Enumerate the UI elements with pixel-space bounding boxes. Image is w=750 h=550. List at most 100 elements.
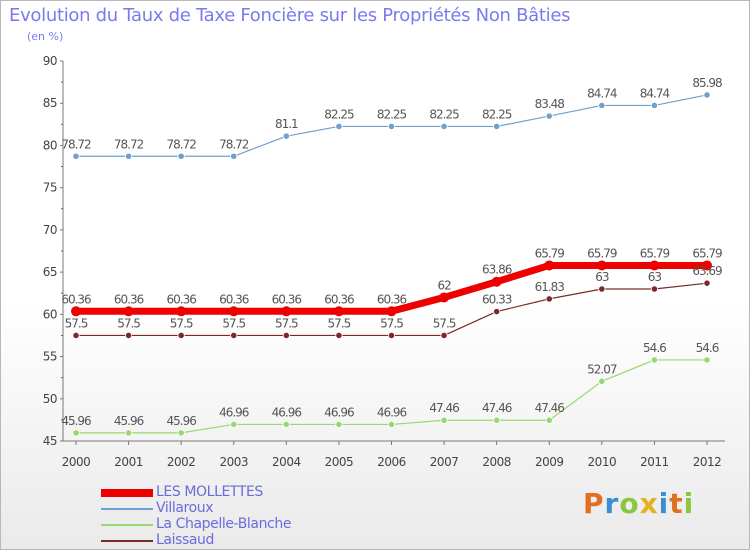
data-point-villaroux	[230, 152, 238, 160]
y-tick-label-70: 70	[43, 223, 57, 237]
data-point-la-chapelle-blanche	[440, 416, 448, 424]
data-point-les-mollettes	[228, 306, 239, 317]
data-point-les-mollettes	[281, 306, 292, 317]
data-label-laissaud: 57.5	[380, 316, 403, 330]
data-point-la-chapelle-blanche	[703, 356, 711, 364]
data-label-villaroux: 82.25	[482, 107, 512, 121]
data-point-laissaud	[230, 331, 238, 340]
x-tick-label-2006: 2006	[377, 455, 406, 469]
data-label-les-mollettes: 60.36	[377, 292, 407, 306]
data-label-la-chapelle-blanche: 46.96	[272, 405, 302, 419]
data-label-villaroux: 78.72	[219, 137, 249, 151]
legend-swatch-villaroux	[101, 508, 153, 510]
data-label-laissaud: 63	[648, 270, 662, 284]
data-label-villaroux: 84.74	[640, 86, 670, 100]
data-point-les-mollettes	[123, 306, 134, 317]
data-label-les-mollettes: 60.36	[219, 292, 249, 306]
data-label-laissaud: 63	[595, 270, 609, 284]
data-label-les-mollettes: 60.36	[61, 292, 91, 306]
data-point-laissaud	[598, 285, 606, 293]
x-tick-label-2001: 2001	[114, 455, 143, 469]
data-label-la-chapelle-blanche: 47.46	[535, 401, 565, 415]
y-tick-label-75: 75	[43, 181, 57, 195]
data-label-la-chapelle-blanche: 52.07	[587, 362, 617, 376]
x-tick-label-2011: 2011	[640, 455, 669, 469]
data-point-villaroux	[72, 152, 80, 160]
x-tick-label-2002: 2002	[167, 455, 196, 469]
series-laissaud	[72, 279, 711, 340]
data-label-les-mollettes: 60.36	[114, 292, 144, 306]
series-les-mollettes	[71, 260, 712, 317]
data-label-les-mollettes: 60.36	[166, 292, 196, 306]
chart-title: Evolution du Taux de Taxe Foncière sur l…	[9, 5, 571, 26]
data-label-les-mollettes: 65.79	[587, 246, 617, 260]
data-label-laissaud: 60.33	[482, 293, 512, 307]
series-la-chapelle-blanche	[72, 356, 711, 437]
line-chart: 45 50 55 60 65 70 75 80 85 90 2000 2001 2002 2003 2004…	[43, 54, 725, 469]
data-point-les-mollettes	[544, 260, 555, 271]
data-label-la-chapelle-blanche: 46.96	[377, 405, 407, 419]
legend-swatch-les-mollettes	[101, 489, 153, 497]
data-label-les-mollettes: 65.79	[535, 246, 565, 260]
x-tick-label-2007: 2007	[430, 455, 459, 469]
data-label-laissaud: 57.5	[65, 316, 88, 330]
data-point-laissaud	[545, 295, 553, 303]
data-point-la-chapelle-blanche	[335, 420, 343, 429]
legend-swatch-laissaud	[101, 540, 153, 542]
data-label-la-chapelle-blanche: 45.96	[114, 414, 144, 428]
data-label-villaroux: 85.98	[692, 76, 722, 90]
legend-swatch-la-chapelle-blanche	[101, 524, 153, 526]
data-label-les-mollettes: 65.79	[640, 246, 670, 260]
data-label-villaroux: 84.74	[587, 86, 617, 100]
legend-label-les-mollettes: LES MOLLETTES	[156, 484, 263, 500]
data-label-les-mollettes: 62	[437, 278, 451, 292]
data-point-les-mollettes	[491, 276, 502, 287]
legend-item-laissaud: Laissaud	[101, 532, 361, 549]
data-point-laissaud	[650, 285, 659, 293]
data-label-la-chapelle-blanche: 47.46	[482, 401, 512, 415]
data-point-villaroux	[493, 122, 501, 131]
legend-item-la-chapelle-blanche: La Chapelle-Blanche	[101, 516, 361, 533]
x-tick-label-2009: 2009	[535, 455, 564, 469]
data-point-villaroux	[598, 101, 606, 110]
y-tick-label-50: 50	[43, 392, 57, 406]
data-point-laissaud	[177, 331, 185, 340]
data-point-villaroux	[440, 122, 448, 131]
x-tick-label-2000: 2000	[62, 455, 91, 469]
data-point-la-chapelle-blanche	[650, 356, 659, 364]
data-point-laissaud	[493, 307, 501, 316]
data-point-villaroux	[387, 122, 396, 131]
x-tick-label-2005: 2005	[325, 455, 354, 469]
x-tick-label-2004: 2004	[272, 455, 301, 469]
legend-item-villaroux: Villaroux	[101, 500, 361, 517]
proxiti-logo: Proxiti	[583, 487, 695, 520]
data-point-laissaud	[440, 331, 448, 340]
data-point-les-mollettes	[439, 292, 450, 303]
data-point-villaroux	[650, 101, 659, 110]
data-point-les-mollettes	[333, 306, 344, 317]
data-label-la-chapelle-blanche: 45.96	[166, 414, 196, 428]
data-point-la-chapelle-blanche	[282, 420, 290, 429]
data-point-les-mollettes	[702, 260, 712, 271]
data-label-laissaud: 57.5	[328, 316, 351, 330]
data-label-villaroux: 82.25	[429, 107, 459, 121]
data-label-villaroux: 82.25	[324, 107, 354, 121]
units-label: (en %)	[27, 30, 64, 43]
data-point-villaroux	[703, 91, 711, 99]
data-point-laissaud	[124, 331, 133, 340]
data-point-laissaud	[387, 331, 396, 340]
y-tick-label-90: 90	[43, 54, 57, 68]
data-point-les-mollettes	[649, 260, 660, 271]
data-label-la-chapelle-blanche: 54.6	[643, 341, 666, 355]
data-point-villaroux	[282, 132, 290, 140]
data-label-les-mollettes: 60.36	[324, 292, 354, 306]
data-label-laissaud: 57.5	[170, 316, 193, 330]
data-point-la-chapelle-blanche	[545, 416, 553, 424]
y-tick-label-60: 60	[43, 307, 57, 321]
y-tick-label-55: 55	[43, 350, 57, 364]
y-tick-label-65: 65	[43, 265, 57, 279]
data-label-les-mollettes: 63.86	[482, 263, 512, 277]
data-label-la-chapelle-blanche: 54.6	[696, 341, 719, 355]
x-tick-label-2012: 2012	[693, 455, 722, 469]
